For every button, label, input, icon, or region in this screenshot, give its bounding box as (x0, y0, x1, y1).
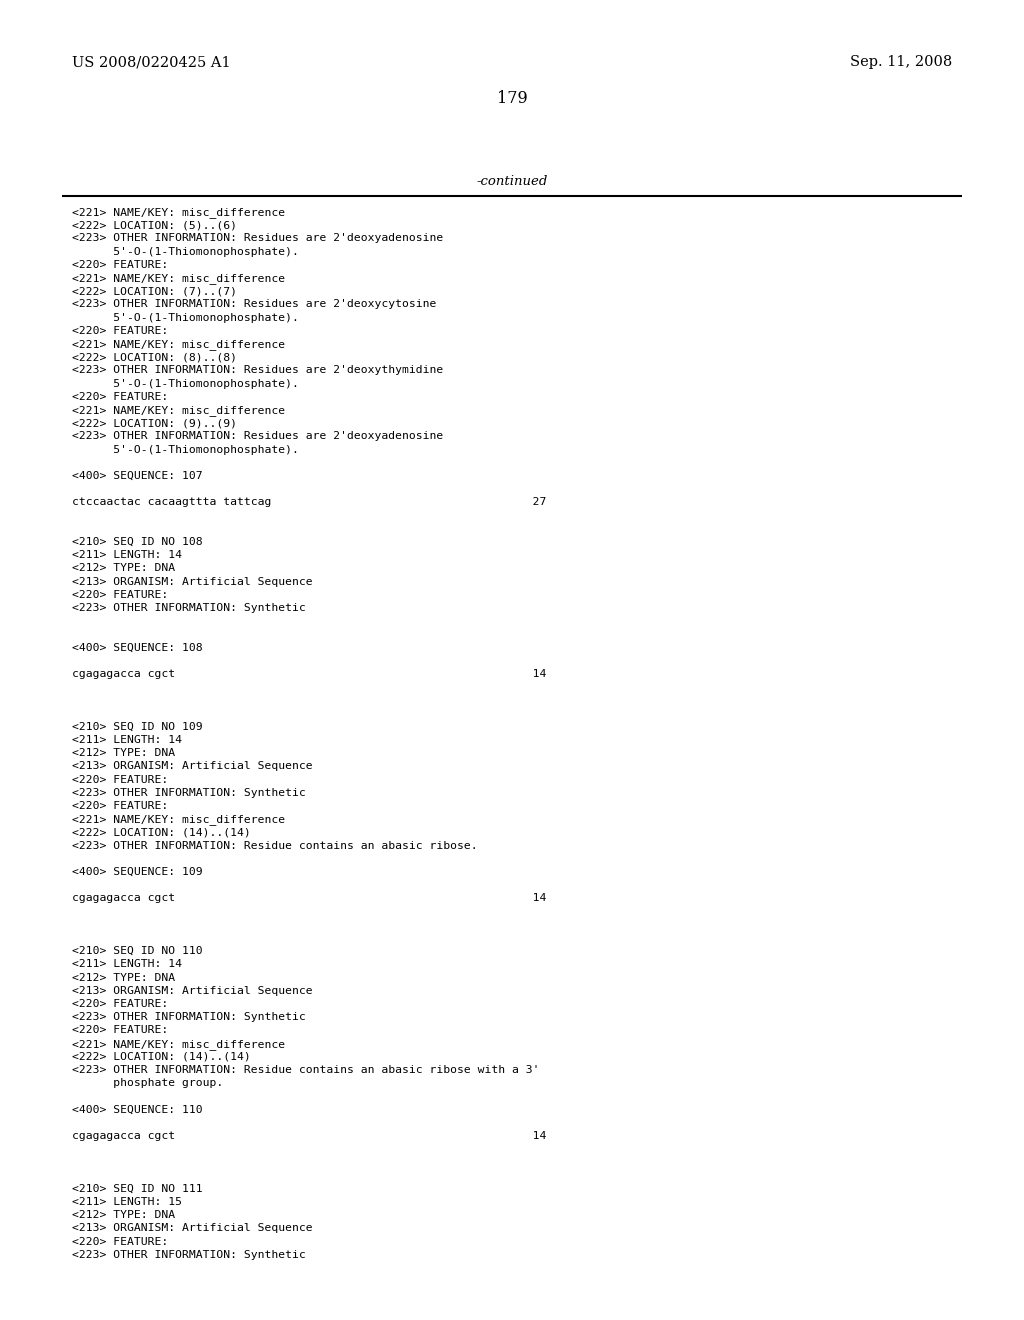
Text: <220> FEATURE:: <220> FEATURE: (72, 801, 168, 810)
Text: 179: 179 (497, 90, 527, 107)
Text: <210> SEQ ID NO 108: <210> SEQ ID NO 108 (72, 537, 203, 546)
Text: <220> FEATURE:: <220> FEATURE: (72, 775, 168, 784)
Text: <223> OTHER INFORMATION: Residue contains an abasic ribose with a 3': <223> OTHER INFORMATION: Residue contain… (72, 1065, 540, 1074)
Text: <220> FEATURE:: <220> FEATURE: (72, 392, 168, 401)
Text: <211> LENGTH: 15: <211> LENGTH: 15 (72, 1197, 182, 1206)
Text: <223> OTHER INFORMATION: Residues are 2'deoxyadenosine: <223> OTHER INFORMATION: Residues are 2'… (72, 432, 443, 441)
Text: <221> NAME/KEY: misc_difference: <221> NAME/KEY: misc_difference (72, 814, 285, 825)
Text: <223> OTHER INFORMATION: Synthetic: <223> OTHER INFORMATION: Synthetic (72, 1250, 306, 1259)
Text: <222> LOCATION: (14)..(14): <222> LOCATION: (14)..(14) (72, 828, 251, 837)
Text: <221> NAME/KEY: misc_difference: <221> NAME/KEY: misc_difference (72, 339, 285, 350)
Text: cgagagacca cgct                                                    14: cgagagacca cgct 14 (72, 894, 547, 903)
Text: Sep. 11, 2008: Sep. 11, 2008 (850, 55, 952, 69)
Text: <210> SEQ ID NO 109: <210> SEQ ID NO 109 (72, 722, 203, 731)
Text: <222> LOCATION: (8)..(8): <222> LOCATION: (8)..(8) (72, 352, 237, 362)
Text: <212> TYPE: DNA: <212> TYPE: DNA (72, 973, 175, 982)
Text: <211> LENGTH: 14: <211> LENGTH: 14 (72, 550, 182, 560)
Text: <213> ORGANISM: Artificial Sequence: <213> ORGANISM: Artificial Sequence (72, 986, 312, 995)
Text: <213> ORGANISM: Artificial Sequence: <213> ORGANISM: Artificial Sequence (72, 577, 312, 586)
Text: <400> SEQUENCE: 107: <400> SEQUENCE: 107 (72, 471, 203, 480)
Text: <212> TYPE: DNA: <212> TYPE: DNA (72, 564, 175, 573)
Text: <221> NAME/KEY: misc_difference: <221> NAME/KEY: misc_difference (72, 207, 285, 218)
Text: <222> LOCATION: (7)..(7): <222> LOCATION: (7)..(7) (72, 286, 237, 296)
Text: <220> FEATURE:: <220> FEATURE: (72, 999, 168, 1008)
Text: 5'-O-(1-Thiomonophosphate).: 5'-O-(1-Thiomonophosphate). (72, 379, 299, 388)
Text: <400> SEQUENCE: 110: <400> SEQUENCE: 110 (72, 1105, 203, 1114)
Text: cgagagacca cgct                                                    14: cgagagacca cgct 14 (72, 669, 547, 678)
Text: <220> FEATURE:: <220> FEATURE: (72, 1237, 168, 1246)
Text: <400> SEQUENCE: 109: <400> SEQUENCE: 109 (72, 867, 203, 876)
Text: phosphate group.: phosphate group. (72, 1078, 223, 1088)
Text: US 2008/0220425 A1: US 2008/0220425 A1 (72, 55, 230, 69)
Text: <221> NAME/KEY: misc_difference: <221> NAME/KEY: misc_difference (72, 273, 285, 284)
Text: <223> OTHER INFORMATION: Residues are 2'deoxythymidine: <223> OTHER INFORMATION: Residues are 2'… (72, 366, 443, 375)
Text: <222> LOCATION: (5)..(6): <222> LOCATION: (5)..(6) (72, 220, 237, 230)
Text: <212> TYPE: DNA: <212> TYPE: DNA (72, 748, 175, 758)
Text: <223> OTHER INFORMATION: Residues are 2'deoxycytosine: <223> OTHER INFORMATION: Residues are 2'… (72, 300, 436, 309)
Text: <210> SEQ ID NO 110: <210> SEQ ID NO 110 (72, 946, 203, 956)
Text: <221> NAME/KEY: misc_difference: <221> NAME/KEY: misc_difference (72, 1039, 285, 1049)
Text: 5'-O-(1-Thiomonophosphate).: 5'-O-(1-Thiomonophosphate). (72, 445, 299, 454)
Text: 5'-O-(1-Thiomonophosphate).: 5'-O-(1-Thiomonophosphate). (72, 313, 299, 322)
Text: <223> OTHER INFORMATION: Synthetic: <223> OTHER INFORMATION: Synthetic (72, 788, 306, 797)
Text: cgagagacca cgct                                                    14: cgagagacca cgct 14 (72, 1131, 547, 1140)
Text: <223> OTHER INFORMATION: Synthetic: <223> OTHER INFORMATION: Synthetic (72, 1012, 306, 1022)
Text: <220> FEATURE:: <220> FEATURE: (72, 260, 168, 269)
Text: ctccaactac cacaagttta tattcag                                      27: ctccaactac cacaagttta tattcag 27 (72, 498, 547, 507)
Text: <211> LENGTH: 14: <211> LENGTH: 14 (72, 960, 182, 969)
Text: <220> FEATURE:: <220> FEATURE: (72, 590, 168, 599)
Text: <220> FEATURE:: <220> FEATURE: (72, 1026, 168, 1035)
Text: <212> TYPE: DNA: <212> TYPE: DNA (72, 1210, 175, 1220)
Text: <213> ORGANISM: Artificial Sequence: <213> ORGANISM: Artificial Sequence (72, 1224, 312, 1233)
Text: <222> LOCATION: (9)..(9): <222> LOCATION: (9)..(9) (72, 418, 237, 428)
Text: 5'-O-(1-Thiomonophosphate).: 5'-O-(1-Thiomonophosphate). (72, 247, 299, 256)
Text: -continued: -continued (476, 176, 548, 187)
Text: <210> SEQ ID NO 111: <210> SEQ ID NO 111 (72, 1184, 203, 1193)
Text: <222> LOCATION: (14)..(14): <222> LOCATION: (14)..(14) (72, 1052, 251, 1061)
Text: <221> NAME/KEY: misc_difference: <221> NAME/KEY: misc_difference (72, 405, 285, 416)
Text: <213> ORGANISM: Artificial Sequence: <213> ORGANISM: Artificial Sequence (72, 762, 312, 771)
Text: <220> FEATURE:: <220> FEATURE: (72, 326, 168, 335)
Text: <400> SEQUENCE: 108: <400> SEQUENCE: 108 (72, 643, 203, 652)
Text: <211> LENGTH: 14: <211> LENGTH: 14 (72, 735, 182, 744)
Text: <223> OTHER INFORMATION: Residue contains an abasic ribose.: <223> OTHER INFORMATION: Residue contain… (72, 841, 477, 850)
Text: <223> OTHER INFORMATION: Residues are 2'deoxyadenosine: <223> OTHER INFORMATION: Residues are 2'… (72, 234, 443, 243)
Text: <223> OTHER INFORMATION: Synthetic: <223> OTHER INFORMATION: Synthetic (72, 603, 306, 612)
